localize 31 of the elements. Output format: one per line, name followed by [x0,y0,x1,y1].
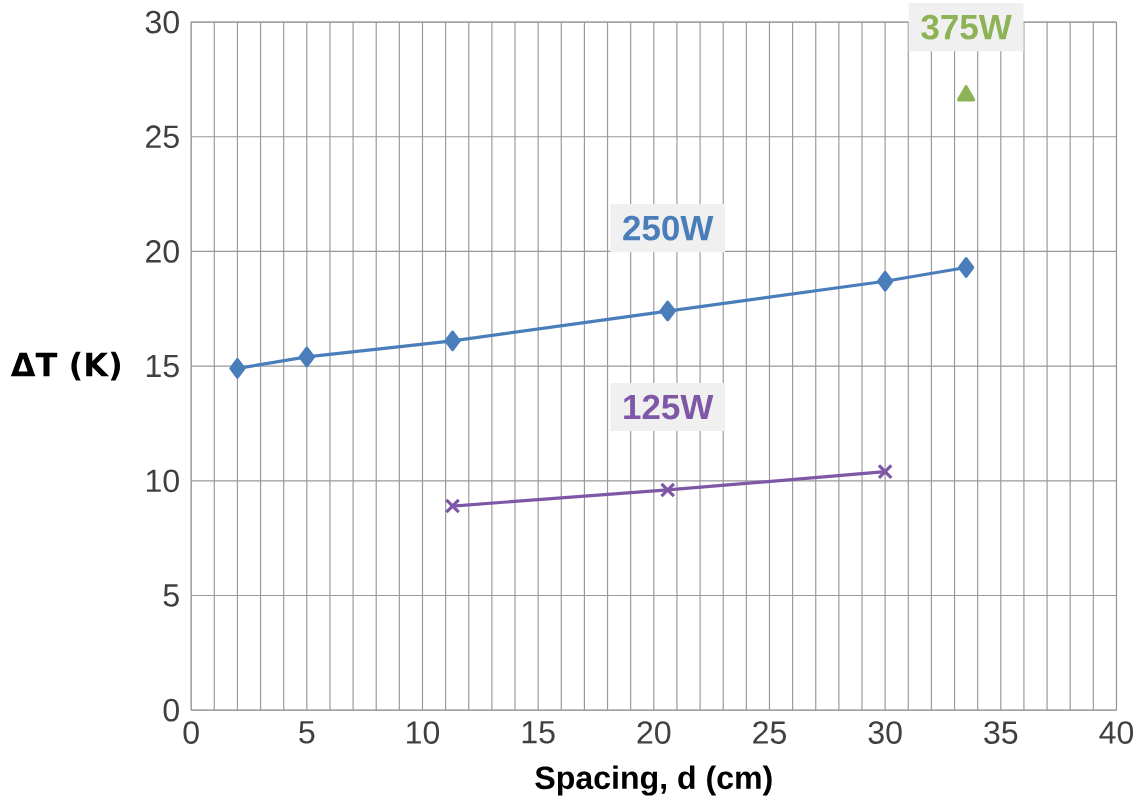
point [956,84,976,102]
series-label: 250W [623,215,714,241]
point [444,498,461,514]
point [298,346,315,368]
y-tick-label: 10 [146,469,179,493]
series-label: 125W [624,394,714,420]
x-tick-label: 15 [522,721,555,744]
y-tick-label: 0 [163,698,179,722]
y-tick-label: 20 [146,239,179,263]
y-tick-label: 5 [163,584,179,607]
x-tick-label: 5 [299,721,315,744]
y-axis-title: ΔT (K) [10,351,121,381]
point [444,330,461,352]
x-tick-label: 30 [868,721,902,744]
y-tick-label: 30 [145,10,179,34]
x-tick-label: 35 [984,721,1018,744]
x-tick-label: 40 [1099,721,1134,744]
x-tick-label: 25 [753,721,786,744]
point [877,463,893,480]
x-axis-title: Spacing, d (cm) [535,765,772,796]
point [659,300,676,322]
y-tick-label: 25 [146,125,179,148]
series-label: 375W [921,14,1012,40]
y-tick-label: 15 [146,354,179,378]
x-tick-label: 20 [637,721,671,744]
x-tick-label: 0 [183,721,199,744]
point [876,270,894,292]
point [957,256,975,278]
point [659,482,676,498]
x-tick-label: 10 [407,721,440,744]
point [229,357,246,379]
